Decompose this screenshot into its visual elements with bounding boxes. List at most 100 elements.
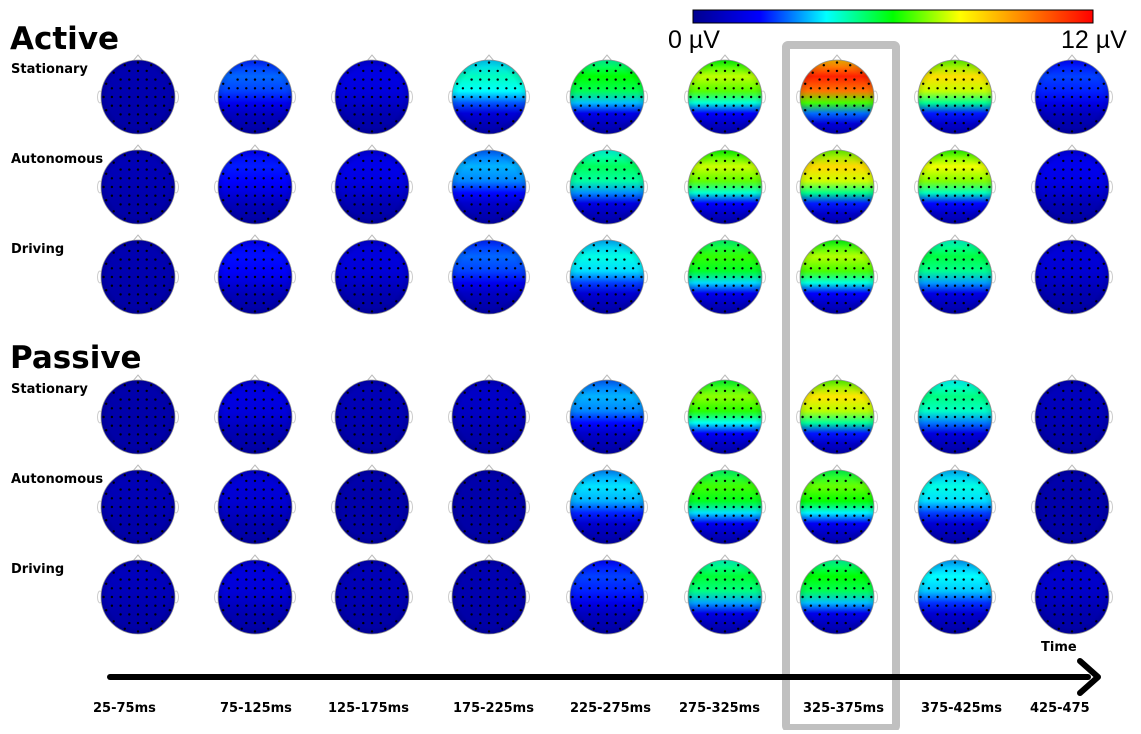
electrode-dot bbox=[278, 120, 281, 123]
electrode-dot bbox=[487, 471, 491, 474]
electrode-dot bbox=[619, 564, 622, 567]
electrode-dot bbox=[732, 505, 735, 509]
topomap bbox=[1031, 234, 1113, 315]
electrode-dot bbox=[605, 604, 609, 607]
electrode-dot bbox=[588, 433, 591, 436]
electrode-dot bbox=[479, 523, 482, 526]
electrode-dot bbox=[623, 258, 626, 261]
electrode-dot bbox=[271, 613, 274, 616]
electrode-dot bbox=[971, 194, 974, 197]
electrode-dot bbox=[150, 564, 153, 567]
electrode-dot bbox=[470, 505, 473, 509]
electrode-dot bbox=[870, 185, 873, 189]
electrode-dot bbox=[388, 78, 391, 81]
electrode-dot bbox=[1044, 284, 1048, 287]
electrode-dot bbox=[227, 514, 231, 517]
electrode-dot bbox=[597, 177, 600, 180]
electrode-dot bbox=[844, 531, 847, 535]
electrode-dot bbox=[479, 613, 482, 616]
electrode-dot bbox=[1070, 604, 1074, 607]
electrode-dot bbox=[715, 433, 718, 436]
electrode-dot bbox=[945, 104, 948, 107]
electrode-dot bbox=[723, 433, 727, 436]
electrode-dot bbox=[470, 604, 473, 607]
electrode-dot bbox=[801, 415, 804, 419]
electrode-dot bbox=[136, 61, 140, 64]
electrode-dot bbox=[597, 587, 600, 590]
electrode-dot bbox=[1070, 301, 1074, 305]
electrode-dot bbox=[592, 384, 595, 387]
electrode-dot bbox=[279, 104, 283, 107]
electrode-dot bbox=[605, 613, 609, 616]
electrode-dot bbox=[105, 289, 108, 292]
electrode-dot bbox=[388, 497, 391, 500]
electrode-dot bbox=[145, 505, 148, 509]
electrode-dot bbox=[262, 95, 265, 99]
electrode-dot bbox=[597, 249, 600, 253]
electrode-dot bbox=[801, 185, 804, 189]
electrode-dot bbox=[699, 120, 702, 123]
electrode-dot bbox=[849, 447, 852, 450]
electrode-dot bbox=[501, 627, 504, 630]
electrode-dot bbox=[474, 537, 477, 540]
electrode-dot bbox=[741, 267, 744, 270]
electrode-dot bbox=[253, 249, 257, 253]
electrode-dot bbox=[145, 104, 148, 107]
electrode-dot bbox=[723, 121, 727, 125]
electrode-dot bbox=[699, 391, 702, 394]
electrode-dot bbox=[809, 267, 813, 270]
electrode-dot bbox=[804, 519, 807, 522]
electrode-dot bbox=[487, 151, 491, 154]
electrode-dot bbox=[936, 267, 939, 270]
electrode-dot bbox=[505, 78, 508, 81]
electrode-dot bbox=[827, 621, 830, 625]
electrode-dot bbox=[154, 415, 157, 419]
electrode-dot bbox=[229, 571, 232, 574]
electrode-dot bbox=[253, 87, 257, 90]
electrode-dot bbox=[487, 258, 491, 261]
electrode-dot bbox=[1053, 78, 1056, 81]
electrode-dot bbox=[262, 275, 265, 279]
electrode-dot bbox=[614, 275, 617, 279]
electrode-dot bbox=[953, 78, 957, 81]
electrode-dot bbox=[487, 621, 491, 625]
nose-outline bbox=[249, 554, 261, 562]
electrode-dot bbox=[128, 569, 131, 573]
electrode-dot bbox=[479, 159, 482, 163]
electrode-dot bbox=[154, 433, 157, 436]
electrode-dot bbox=[827, 505, 830, 509]
topomap bbox=[796, 54, 878, 135]
electrode-dot bbox=[123, 217, 127, 220]
electrode-dot bbox=[827, 275, 830, 279]
electrode-dot bbox=[1057, 217, 1061, 220]
electrode-dot bbox=[597, 523, 600, 526]
electrode-dot bbox=[379, 488, 382, 491]
electrode-dot bbox=[945, 95, 948, 99]
electrode-dot bbox=[741, 203, 744, 206]
electrode-dot bbox=[597, 488, 600, 491]
electrode-dot bbox=[945, 168, 948, 171]
electrode-dot bbox=[936, 604, 939, 607]
electrode-dot bbox=[929, 391, 932, 394]
electrode-dot bbox=[741, 104, 744, 107]
electrode-dot bbox=[962, 479, 965, 483]
electrode-dot bbox=[631, 267, 635, 270]
electrode-dot bbox=[631, 194, 635, 197]
electrode-dot bbox=[723, 450, 727, 453]
electrode-dot bbox=[1084, 474, 1087, 477]
electrode-dot bbox=[867, 402, 870, 405]
electrode-dot bbox=[945, 514, 948, 517]
electrode-dot bbox=[136, 310, 140, 313]
electrode-dot bbox=[513, 275, 517, 279]
electrode-dot bbox=[860, 161, 863, 164]
electrode-dot bbox=[1053, 604, 1056, 607]
electrode-dot bbox=[1039, 492, 1042, 495]
electrode-dot bbox=[715, 87, 718, 90]
electrode-dot bbox=[818, 194, 821, 197]
electrode-dot bbox=[605, 159, 609, 163]
electrode-dot bbox=[128, 424, 131, 427]
electrode-dot bbox=[1079, 104, 1082, 107]
electrode-dot bbox=[861, 185, 865, 189]
electrode-dot bbox=[227, 104, 231, 107]
electrode-dot bbox=[379, 177, 382, 180]
